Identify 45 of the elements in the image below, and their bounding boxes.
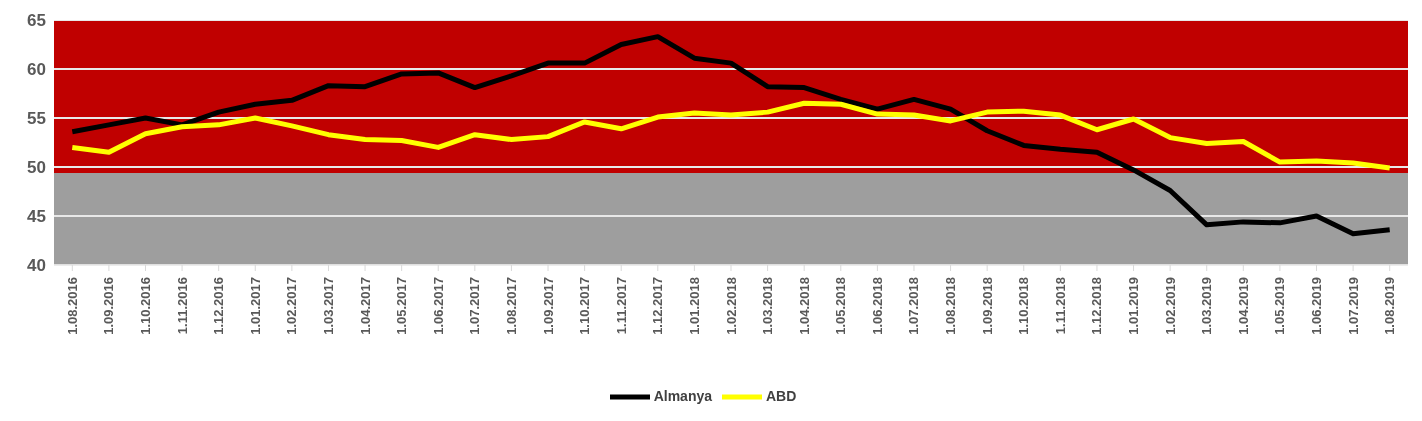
legend-label: ABD <box>766 387 797 404</box>
x-tick-label: 1.12.2018 <box>1089 277 1105 335</box>
x-tick-label: 1.07.2018 <box>906 277 922 335</box>
x-tick-label: 1.05.2018 <box>833 277 849 335</box>
x-tick-label: 1.09.2017 <box>540 277 556 335</box>
x-tick-label: 1.05.2019 <box>1272 277 1288 335</box>
x-tick-label: 1.01.2018 <box>686 277 702 335</box>
legend-label: Almanya <box>653 387 712 404</box>
x-tick-label: 1.11.2016 <box>174 277 190 335</box>
x-tick-label: 1.06.2019 <box>1309 277 1325 335</box>
x-tick-label: 1.10.2018 <box>1016 277 1032 335</box>
x-tick-label: 1.08.2018 <box>943 277 959 335</box>
x-tick-label: 1.08.2017 <box>503 277 519 335</box>
y-tick-label: 55 <box>27 109 46 129</box>
y-tick-label: 40 <box>27 256 46 276</box>
x-tick-label: 1.10.2016 <box>137 277 153 335</box>
x-tick-label: 1.05.2017 <box>394 277 410 335</box>
x-tick-label: 1.11.2018 <box>1052 277 1068 335</box>
x-tick-label: 1.11.2017 <box>613 277 629 335</box>
x-tick-label: 1.09.2016 <box>101 277 117 335</box>
x-tick-label: 1.06.2018 <box>869 277 885 335</box>
x-tick-label: 1.02.2019 <box>1162 277 1178 335</box>
x-tick-label: 1.04.2017 <box>357 277 373 335</box>
x-tick-label: 1.09.2018 <box>979 277 995 335</box>
x-tick-label: 1.07.2017 <box>467 277 483 335</box>
x-tick-label: 1.12.2017 <box>650 277 666 335</box>
x-tick-label: 1.12.2016 <box>211 277 227 335</box>
y-tick-label: 65 <box>27 11 46 31</box>
x-tick-label: 1.02.2017 <box>284 277 300 335</box>
x-tick-label: 1.04.2019 <box>1235 277 1251 335</box>
y-tick-label: 60 <box>27 60 46 80</box>
y-tick-label: 45 <box>27 207 46 227</box>
x-tick-label: 1.06.2017 <box>430 277 446 335</box>
x-tick-label: 1.02.2018 <box>723 277 739 335</box>
x-tick-label: 1.08.2016 <box>64 277 80 335</box>
x-tick-label: 1.08.2019 <box>1382 277 1398 335</box>
x-tick-label: 1.03.2019 <box>1199 277 1215 335</box>
x-tick-label: 1.04.2018 <box>796 277 812 335</box>
x-tick-label: 1.07.2019 <box>1345 277 1361 335</box>
x-tick-label: 1.03.2018 <box>760 277 776 335</box>
y-tick-label: 50 <box>27 158 46 178</box>
x-tick-label: 1.01.2019 <box>1126 277 1142 335</box>
x-tick-label: 1.03.2017 <box>320 277 336 335</box>
x-tick-label: 1.01.2017 <box>247 277 263 335</box>
x-tick-label: 1.10.2017 <box>577 277 593 335</box>
